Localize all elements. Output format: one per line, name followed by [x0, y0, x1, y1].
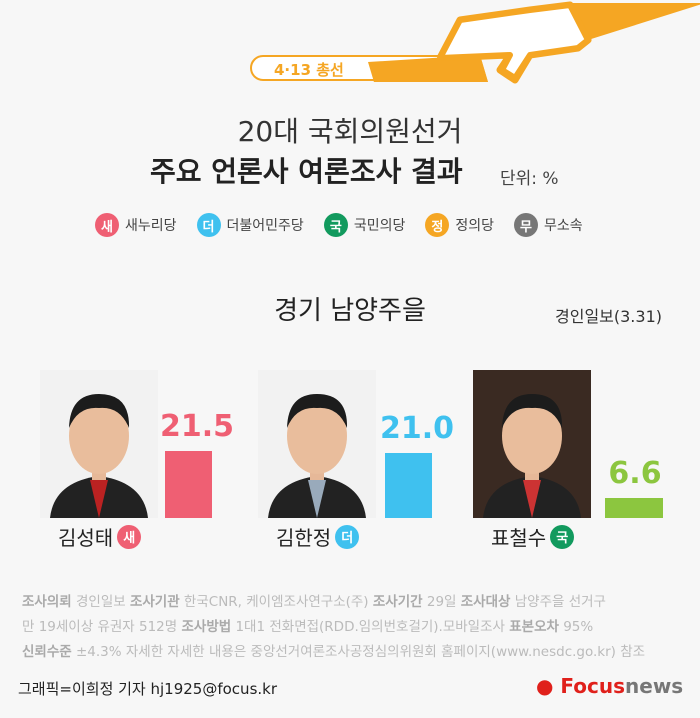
party-symbol-icon: 국	[323, 213, 348, 237]
focusnews-logo: ● Focusnews	[536, 674, 684, 698]
party-symbol-icon: 더	[335, 524, 360, 549]
legend-label: 새누리당	[125, 218, 177, 234]
legend-label: 더불어민주당	[226, 218, 304, 234]
party-symbol-icon: 새	[95, 213, 119, 237]
ballot-hand-overlay	[368, 2, 591, 82]
candidate-name: 김성태 새	[58, 522, 142, 551]
party-symbol-icon: 무	[513, 213, 538, 237]
legend-label: 무소속	[543, 218, 583, 234]
legend-item: 더 더불어민주당	[196, 213, 304, 237]
title-line1: 20대 국회의원선거	[237, 115, 463, 148]
legend-item: 무 무소속	[513, 213, 583, 237]
poll-source: 경인일보(3.31)	[555, 307, 662, 326]
notes-line3: 신뢰수준 ±4.3% 자세한 자세한 내용은 중앙선거여론조사공정심의위원회 홈…	[22, 644, 646, 660]
unit-label: 단위: %	[500, 169, 559, 189]
legend-item: 정 정의당	[425, 213, 494, 237]
title-line2: 주요 언론사 여론조사 결과	[150, 155, 463, 188]
candidate-name: 김한정 더	[276, 522, 360, 551]
notes-line2: 만 19세이상 유권자 512명 조사방법 1대1 전화면접(RDD.임의번호걸…	[22, 619, 594, 635]
person-icon	[50, 394, 148, 518]
legend-label: 정의당	[455, 218, 494, 234]
candidate-name-text: 김성태	[58, 526, 114, 550]
candidate-name: 표철수 국	[491, 522, 575, 551]
bar-value-label: 21.5	[160, 409, 235, 445]
candidate-photo	[40, 370, 158, 518]
bar-김한정	[385, 452, 432, 518]
party-symbol-icon: 국	[550, 524, 575, 549]
candidate-photo	[473, 370, 591, 518]
bar-표철수	[605, 497, 663, 518]
candidate-name-text: 김한정	[276, 526, 332, 550]
survey-notes: 조사의뢰 경인일보 조사기관 한국CNR, 케이엠조사연구소(주) 조사기간 2…	[22, 590, 682, 665]
party-symbol-icon: 정	[425, 213, 450, 237]
bar-value-label: 6.6	[608, 455, 662, 491]
bar-value-label: 21.0	[380, 410, 455, 446]
person-icon	[483, 394, 581, 518]
legend-item: 새 새누리당	[95, 213, 177, 237]
party-symbol-icon: 새	[117, 524, 142, 549]
candidate-photo	[258, 370, 376, 518]
candidate-name-text: 표철수	[491, 526, 547, 550]
bar-김성태	[165, 451, 212, 518]
graphic-credit: 그래픽=이희정 기자 hj1925@focus.kr	[18, 680, 278, 698]
district-title: 경기 남양주을	[274, 296, 426, 326]
party-legend: 새 새누리당 더 더불어민주당 국 국민의당 정 정의당 무 무소속	[95, 213, 583, 237]
notes-line1: 조사의뢰 경인일보 조사기관 한국CNR, 케이엠조사연구소(주) 조사기간 2…	[22, 594, 606, 610]
party-symbol-icon: 더	[196, 213, 221, 237]
person-icon	[268, 394, 366, 518]
legend-label: 국민의당	[353, 218, 406, 234]
legend-item: 국 국민의당	[323, 213, 406, 237]
